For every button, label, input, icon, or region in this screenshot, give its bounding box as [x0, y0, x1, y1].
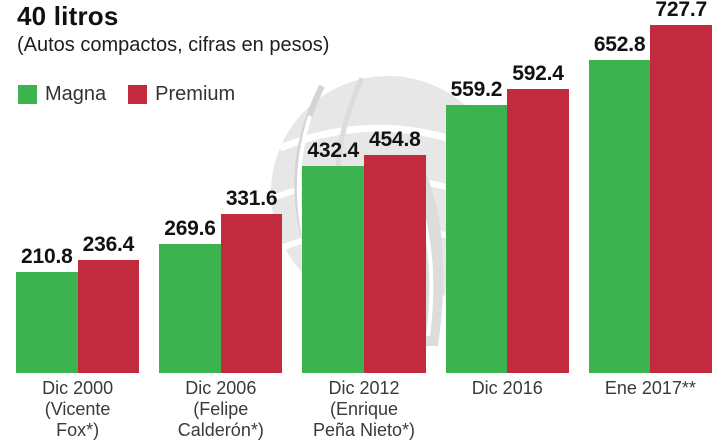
category-label-line: Ene 2017** [604, 378, 696, 398]
bar-premium-0: 236.4 [77, 233, 140, 373]
category-label-line: Dic 2016 [471, 378, 543, 398]
category-label-line: (Vicente [44, 399, 111, 419]
bar-premium-2: 454.8 [364, 128, 426, 373]
value-label-magna-0: 210.8 [21, 245, 73, 269]
category-label-line: Dic 2006 [185, 378, 257, 398]
value-label-premium-1: 331.6 [225, 187, 278, 211]
bar-magna-1: 269.6 [159, 217, 221, 373]
value-label-premium-0: 236.4 [82, 232, 135, 256]
category-label-line: (Felipe [193, 399, 249, 419]
magna-swatch-icon [18, 85, 37, 104]
category-label-line: Fox*) [56, 420, 100, 440]
bar-premium-3: 592.4 [507, 62, 569, 373]
bar-group-2: 432.4 454.8 Dic 2012 (Enrique Peña Nieto*) [302, 0, 426, 448]
bars-2: 432.4 454.8 [302, 128, 426, 373]
value-label-magna-2: 432.4 [307, 139, 359, 162]
legend-label-premium: Premium [155, 83, 236, 105]
category-label-3: Dic 2016 [438, 378, 577, 399]
category-label-line: Peña Nieto*) [312, 420, 416, 440]
bar-magna-0: 210.8 [16, 245, 78, 373]
chart-title: 40 litros [17, 1, 119, 31]
bar-magna-2: 432.4 [302, 139, 364, 373]
category-label-line: (Enrique [329, 399, 399, 419]
legend-label-magna: Magna [45, 83, 107, 105]
bars-0: 210.8 236.4 [16, 233, 140, 373]
bar-group-4: 652.8 727.7 Ene 2017** [588, 0, 712, 448]
category-label-4: Ene 2017** [581, 378, 720, 399]
bar-magna-3: 559.2 [445, 78, 508, 373]
legend: Magna Premium [18, 83, 235, 106]
category-label-0: Dic 2000 (Vicente Fox*) [8, 378, 147, 441]
bar-group-0: 210.8 236.4 Dic 2000 (Vicente Fox*) [16, 0, 140, 448]
bars-4: 652.8 727.7 [588, 0, 712, 373]
value-label-premium-4: 727.7 [655, 0, 707, 21]
category-label-line: Calderón*) [177, 420, 264, 440]
bar-chart: 210.8 236.4 Dic 2000 (Vicente Fox*) 269.6 331.… [16, 0, 712, 448]
value-label-magna-4: 652.8 [593, 33, 646, 57]
bar-magna-4: 652.8 [588, 33, 651, 373]
value-label-magna-1: 269.6 [164, 216, 216, 240]
category-label-2: Dic 2012 (Enrique Peña Nieto*) [294, 378, 433, 441]
value-label-magna-3: 559.2 [450, 78, 503, 102]
bar-premium-1: 331.6 [220, 187, 283, 373]
premium-swatch-icon [128, 85, 148, 104]
value-label-premium-3: 592.4 [512, 62, 564, 86]
bar-premium-4: 727.7 [650, 0, 712, 373]
bars-3: 559.2 592.4 [445, 62, 569, 373]
chart-subtitle: (Autos compactos, cifras en pesos) [17, 34, 330, 56]
legend-item-magna: Magna [18, 83, 106, 106]
bars-1: 269.6 331.6 [159, 187, 283, 373]
bar-group-1: 269.6 331.6 Dic 2006 (Felipe Calderón*) [159, 0, 283, 448]
category-label-1: Dic 2006 (Felipe Calderón*) [151, 378, 290, 441]
legend-item-premium: Premium [128, 83, 235, 106]
category-label-line: Dic 2012 [328, 378, 400, 398]
category-label-line: Dic 2000 [42, 378, 114, 398]
bar-group-3: 559.2 592.4 Dic 2016 [445, 0, 569, 448]
chart-header: 40 litros (Autos compactos, cifras en pe… [17, 1, 329, 57]
value-label-premium-2: 454.8 [369, 128, 421, 152]
